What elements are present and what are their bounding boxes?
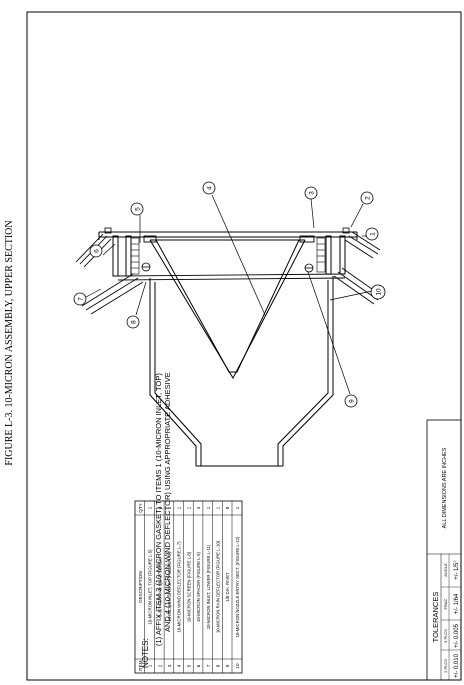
leader-10: [329, 290, 373, 301]
table-cell-description: 10-MICRON GASKET (FIGURE L-6): [167, 551, 172, 621]
table-cell-item: 6: [196, 664, 201, 667]
screw-left: [104, 227, 112, 234]
table-cell-description: 6-32 X 3/8 PAN HEAD SCREW: [157, 556, 162, 617]
leader-6: [102, 243, 116, 256]
spacer-left: [112, 235, 132, 277]
table-cell-item: 10: [235, 663, 240, 669]
screen-right: [316, 237, 326, 273]
table-cell-qty: 1: [167, 506, 172, 509]
svg-text:10: 10: [376, 288, 383, 296]
svg-text:5: 5: [135, 207, 142, 211]
callout-5: 5: [130, 202, 144, 216]
table-header-item: ITEM: [138, 660, 143, 671]
assembly-drawing: [75, 227, 383, 467]
callouts: 1 2 3 4 5 6 7 8 9 10: [73, 181, 386, 408]
svg-text:8: 8: [131, 320, 138, 324]
table-header-qty: QTY: [138, 503, 143, 512]
table-cell-item: 1: [148, 664, 153, 667]
tolerance-value-angle: +/- 1/5°: [454, 560, 460, 580]
svg-text:2: 2: [365, 196, 372, 200]
svg-text:9: 9: [349, 399, 356, 403]
notes-line-1: (1) AFFIX ITEM 3 (10-MICRON GASKET) TO I…: [154, 373, 163, 646]
tolerance-value-frac: +/- 1/64: [454, 593, 460, 614]
tolerance-label-3plcs: 3 PLCS: [443, 629, 448, 643]
table-cell-description: 10-MICRON SPACER (FIGURE L-9): [196, 551, 201, 621]
table-cell-description: 10-MICRON WIND DEFLECTOR (FIGURE L-7): [177, 541, 182, 633]
leader-9: [307, 271, 351, 395]
leader-3: [310, 198, 315, 229]
table-cell-description: 10-MICRON SCREEN (FIGURE L-8): [186, 551, 191, 622]
nozzle-entry-section: [149, 276, 334, 467]
table-cell-qty: 8: [157, 506, 162, 509]
screw-right: [342, 227, 350, 234]
table-cell-description: 10-MICRON NOZZLE ENTRY SECT. (FIGURE L-1…: [235, 536, 240, 637]
tolerance-value-2plcs: +/- 0.010: [454, 653, 460, 678]
lower-inlet-left: [81, 273, 144, 315]
table-cell-qty: 1: [148, 506, 153, 509]
parts-table: ITEM DESCRIPTION QTY 1 10-MICRON INLET, TOP …: [134, 500, 243, 674]
callout-3: 3: [304, 186, 318, 200]
callout-7: 7: [73, 292, 87, 306]
upper-cap-right: [344, 231, 381, 259]
gasket-left: [143, 235, 157, 243]
svg-text:4: 4: [207, 186, 214, 190]
leader-4: [211, 194, 266, 316]
rivet-right: [304, 263, 314, 273]
tolerance-label-frac: FRAC: [443, 598, 448, 609]
callout-leaders: [85, 194, 373, 395]
notes-block: NOTES: (1) AFFIX ITEM 3 (10-MICRON GASKE…: [141, 372, 172, 668]
svg-text:7: 7: [78, 297, 85, 301]
table-cell-item: 5: [186, 664, 191, 667]
tolerance-value-3plcs: +/- 0.005: [454, 623, 460, 648]
tolerance-block: TOLERANCES 2 PLCS 3 PLCS FRAC ANGLE +/- …: [426, 419, 462, 681]
svg-text:6: 6: [94, 249, 101, 253]
table-cell-qty: 1: [216, 506, 221, 509]
table-cell-item: 4: [177, 664, 182, 667]
table-cell-description: 1/8 DIA. RIVET: [225, 572, 230, 602]
table-cell-description: 10-MICRON RAIN DEFLECTOR (FIGURE L-10): [216, 540, 221, 633]
tolerance-label-angle: ANGLE: [443, 563, 448, 577]
dimensions-note: ALL DIMENSIONS ARE INCHES: [442, 447, 448, 528]
sheet-border: [26, 11, 462, 681]
callout-4: 4: [202, 181, 216, 195]
callout-8: 8: [126, 315, 140, 329]
table-cell-item: 3: [167, 664, 172, 667]
table-header-description: DESCRIPTION: [138, 571, 143, 602]
table-cell-description: 10-MICRON INLET, LOWER (FIGURE L-11): [206, 544, 211, 629]
svg-text:3: 3: [309, 191, 316, 195]
table-cell-item: 2: [157, 664, 162, 667]
mid-plate: [117, 273, 346, 281]
table-cell-qty: 1: [186, 506, 191, 509]
table-cell-qty: 1: [177, 506, 182, 509]
tolerance-label-2plcs: 2 PLCS: [443, 659, 448, 673]
callout-2: 2: [360, 191, 374, 205]
rivet-left: [141, 262, 151, 272]
notes-line-2: AND 4 (10-MICRON WIND DEFLECTOR) USING A…: [163, 372, 172, 632]
table-cell-qty: 1: [206, 506, 211, 509]
top-inlet: [98, 231, 358, 240]
table-cell-qty: 4: [196, 506, 201, 509]
figure-title: FIGURE L-3. 10-MICRON ASSEMBLY, UPPER SE…: [4, 220, 15, 465]
callout-1: 1: [365, 227, 379, 241]
table-cell-qty: 8: [225, 506, 230, 509]
table-cell-description: 10-MICRON INLET, TOP (FIGURE L-5): [148, 549, 153, 625]
leader-7: [85, 288, 102, 298]
callout-6: 6: [89, 244, 103, 258]
callout-9: 9: [344, 394, 358, 408]
tolerance-title: TOLERANCES: [431, 592, 440, 643]
svg-text:1: 1: [370, 232, 377, 236]
leader-2: [350, 203, 364, 228]
notes-heading: NOTES:: [141, 638, 150, 668]
table-cell-item: 7: [206, 664, 211, 667]
table-cell-qty: 1: [235, 506, 240, 509]
leader-8: [135, 281, 147, 316]
wind-deflector: [149, 239, 306, 380]
table-cell-item: 8: [216, 664, 221, 667]
gasket: [299, 235, 315, 243]
table-cell-item: 9: [225, 664, 230, 667]
screen-left: [130, 237, 140, 275]
callout-10: 10: [370, 284, 386, 300]
